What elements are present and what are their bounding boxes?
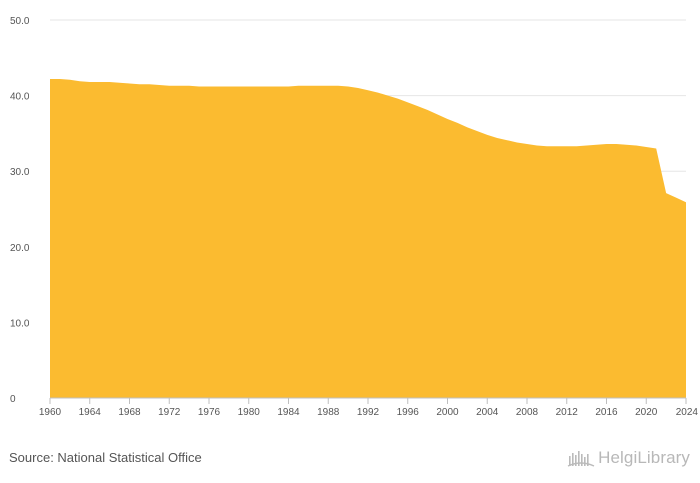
x-tick-label: 1976 — [198, 407, 221, 418]
y-tick-label: 40.0 — [10, 92, 30, 103]
y-tick-label: 0 — [10, 394, 16, 405]
brand-logo: HelgiLibrary — [567, 448, 690, 468]
x-axis: 1960 1964 1968 1972 1976 1980 1984 1988 1992 1996… — [39, 397, 699, 418]
x-tick-label: 1960 — [39, 407, 62, 418]
y-tick-label: 10.0 — [10, 318, 30, 329]
x-tick-label: 1972 — [158, 407, 181, 418]
series-area — [50, 78, 686, 398]
x-tick-label: 1980 — [238, 407, 261, 418]
y-tick-label: 20.0 — [10, 243, 30, 254]
y-tick-label: 50.0 — [10, 16, 30, 27]
x-tick-label: 1984 — [277, 407, 300, 418]
x-tick-label: 1964 — [79, 407, 102, 418]
x-tick-label: 2016 — [595, 407, 618, 418]
x-tick-label: 1988 — [317, 407, 340, 418]
y-axis: 0 10.0 20.0 30.0 40.0 50.0 — [10, 16, 30, 405]
x-tick-label: 1968 — [118, 407, 141, 418]
y-tick-label: 30.0 — [10, 167, 30, 178]
x-tick-label: 1996 — [397, 407, 420, 418]
x-tick-label: 2012 — [556, 407, 579, 418]
x-tick-label: 2000 — [436, 407, 459, 418]
x-tick-label: 2020 — [635, 407, 658, 418]
x-tick-label: 2024 — [676, 407, 699, 418]
brand-name: HelgiLibrary — [598, 448, 690, 467]
x-tick-label: 2008 — [516, 407, 539, 418]
x-tick-label: 2004 — [476, 407, 499, 418]
x-tick-label: 1992 — [357, 407, 380, 418]
helgi-library-logo-icon — [567, 451, 595, 467]
source-label: Source: National Statistical Office — [9, 450, 202, 465]
